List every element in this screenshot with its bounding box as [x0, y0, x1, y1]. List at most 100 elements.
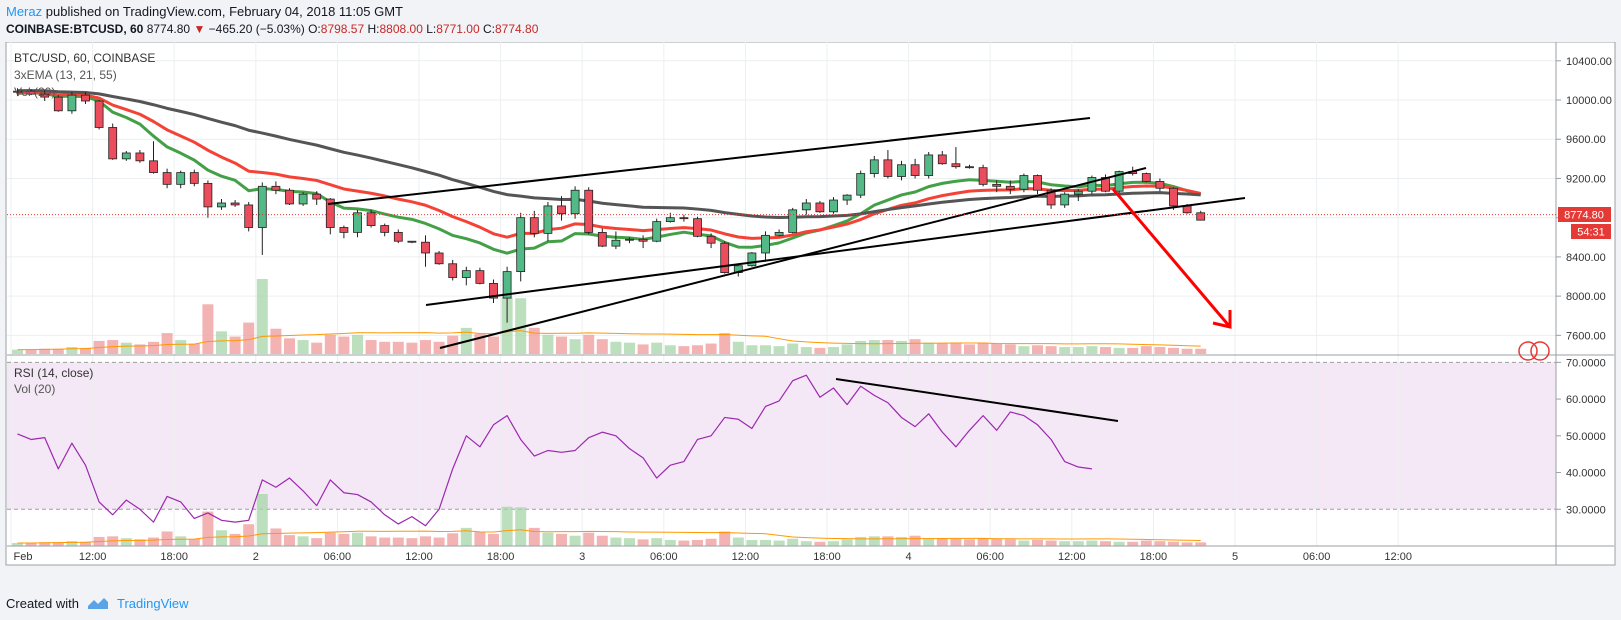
candle — [434, 251, 444, 265]
x-tick-label: 12:00 — [1058, 551, 1086, 563]
candle — [53, 95, 63, 112]
author-link[interactable]: Meraz — [6, 4, 43, 19]
rsi-volume-bar — [950, 538, 962, 546]
candle-body — [448, 263, 458, 278]
candle-body — [747, 252, 757, 267]
candle — [13, 88, 22, 97]
trendline-upper-channel[interactable] — [327, 117, 1091, 205]
candle — [529, 210, 539, 238]
trendlines — [327, 117, 1246, 422]
volume-bar — [297, 340, 309, 354]
candle-body — [502, 271, 512, 299]
rsi-volume-bar — [52, 542, 64, 546]
price-pane-title: BTC/USD, 60, COINBASE — [14, 51, 155, 65]
rsi-scale[interactable]: 70.0000 60.0000 50.0000 40.0000 30.0000 — [1556, 357, 1606, 516]
projection-arrow[interactable] — [1111, 188, 1232, 328]
candle — [475, 267, 485, 285]
rsi-volume-bar — [964, 539, 975, 546]
candle-body — [162, 172, 172, 185]
volume-bar — [1072, 347, 1084, 354]
volume-bar — [420, 340, 431, 354]
open-value: 8798.57 — [320, 22, 365, 36]
candle-body — [801, 202, 811, 211]
volume-bar — [596, 339, 608, 354]
candle — [638, 235, 648, 249]
rsi-volume-bar — [705, 538, 717, 546]
rsi-volume-bar — [1086, 540, 1098, 546]
volume-bar — [909, 339, 921, 354]
projection-arrowhead — [1212, 310, 1232, 329]
volume-bar — [379, 341, 391, 354]
candle-body — [40, 93, 50, 98]
time-scale[interactable]: Feb 12:00 18:00 2 06:00 12:00 18:00 3 06:00 12:00… — [14, 551, 1412, 563]
candle-body — [611, 239, 621, 247]
candle-body — [774, 231, 784, 236]
candle — [1196, 210, 1206, 221]
candle-body — [720, 242, 730, 273]
rsi-volume-bar — [610, 537, 622, 546]
candle — [625, 237, 634, 244]
candle — [1060, 192, 1070, 208]
volume-bar — [705, 343, 717, 354]
rsi-volume-bar — [433, 537, 445, 546]
close-value: 8774.80 — [494, 22, 539, 36]
candle — [869, 155, 879, 178]
candle-body — [1114, 171, 1124, 192]
candle — [448, 259, 458, 281]
candle-body — [679, 217, 689, 220]
candle — [285, 188, 294, 205]
volume-bar — [1086, 346, 1098, 354]
candle-body — [665, 217, 675, 223]
rsi-divergence-line[interactable] — [835, 378, 1119, 422]
candle — [81, 92, 90, 104]
candle-body — [53, 96, 63, 112]
volume-legend[interactable]: Vol (20) — [14, 85, 55, 99]
volume-bar — [1004, 344, 1016, 354]
candle-body — [937, 154, 947, 165]
volume-bar — [569, 339, 581, 354]
rsi-volume-bar — [800, 541, 812, 546]
volume-bar — [664, 345, 676, 354]
volume-bar — [855, 340, 867, 354]
candle-body — [135, 152, 145, 162]
volume-bar — [760, 345, 771, 354]
candle-body — [910, 164, 920, 176]
candle-body — [529, 217, 539, 234]
candle-body — [992, 183, 1002, 187]
candle-body — [217, 202, 226, 208]
last-price-badge — [1558, 207, 1611, 222]
high-label: H: — [367, 22, 380, 36]
rsi-volume-bar — [175, 536, 187, 546]
rsi-tick-label: 40.0000 — [1566, 468, 1606, 480]
trendline-lower-channel[interactable] — [425, 197, 1246, 306]
candle — [897, 160, 906, 181]
volume-bar — [352, 334, 363, 354]
tradingview-link[interactable]: TradingView — [116, 595, 189, 611]
countdown-badge-text: 54:31 — [1577, 227, 1605, 239]
candle-body — [461, 270, 471, 278]
candle-body — [1019, 175, 1029, 190]
chart-canvas[interactable]: 10400.0010000.009600.009200.008800.00840… — [0, 42, 1621, 570]
ema-legend[interactable]: 3xEMA (13, 21, 55) — [14, 68, 117, 82]
candle — [421, 235, 430, 267]
volume-bar — [39, 348, 51, 354]
candle — [353, 209, 362, 238]
rsi-pane-title[interactable]: RSI (14, close) — [14, 366, 93, 380]
y-tick-label: 8400.00 — [1566, 252, 1606, 264]
x-tick-label: 06:00 — [1303, 551, 1331, 563]
volume-bar — [392, 341, 404, 354]
volume-bar — [161, 333, 173, 354]
rsi-volume-bar — [1032, 539, 1043, 546]
rsi-volume-bar — [515, 507, 527, 546]
rsi-volume-bar — [1168, 541, 1179, 546]
candle-body — [829, 199, 838, 213]
rsi-volume-bar — [202, 511, 214, 546]
x-tick-label: 4 — [906, 551, 912, 563]
rsi-volume-bar — [692, 539, 703, 546]
rsi-band — [7, 362, 1556, 510]
x-tick-label: 06:00 — [650, 551, 678, 563]
volume-bar — [936, 343, 948, 354]
rsi-volume-legend[interactable]: Vol (20) — [14, 382, 55, 396]
rsi-volume-bar — [719, 531, 731, 546]
candle — [489, 279, 498, 303]
